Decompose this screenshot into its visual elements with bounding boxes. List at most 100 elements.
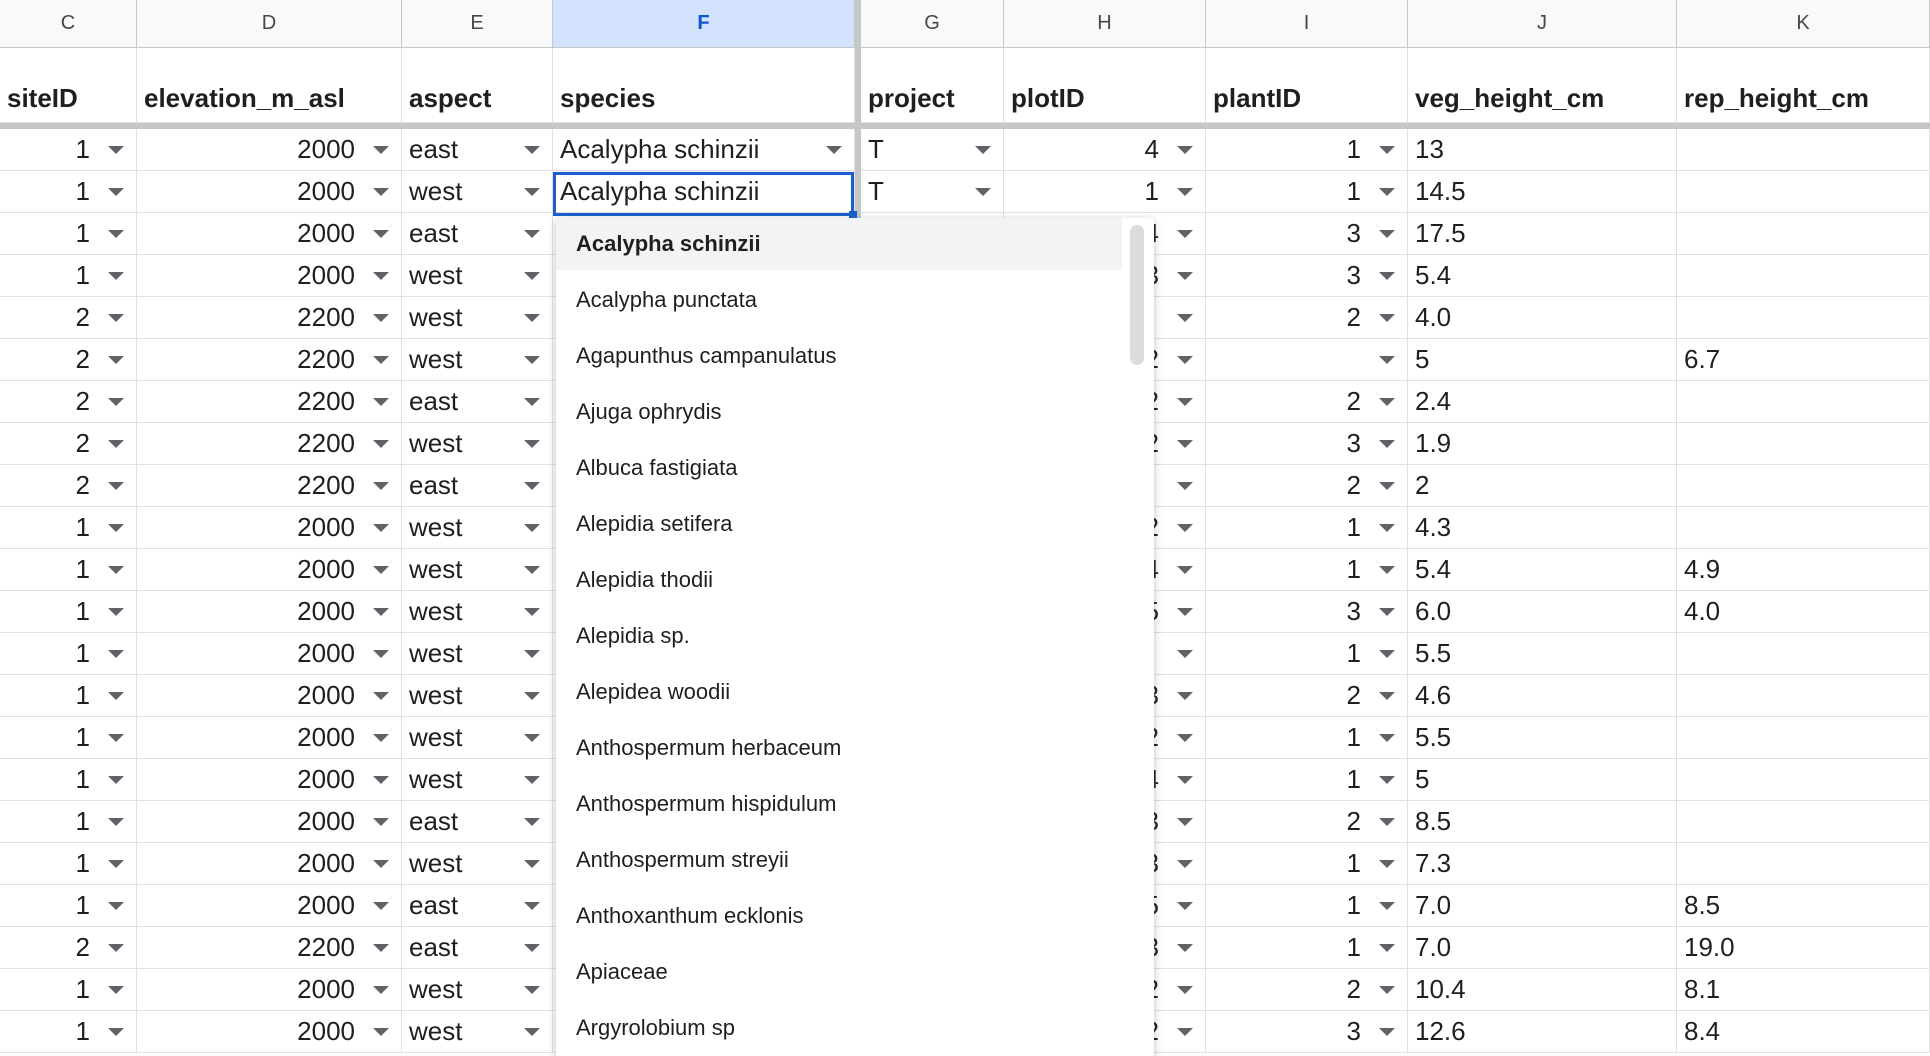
table-cell[interactable]: east [402, 465, 553, 507]
chevron-down-icon[interactable] [1379, 314, 1395, 322]
dropdown-option[interactable]: Alepidia sp. [576, 623, 690, 648]
table-cell[interactable]: 2 [0, 381, 137, 423]
chevron-down-icon[interactable] [524, 776, 540, 784]
table-cell[interactable] [1677, 759, 1930, 801]
header-cell-elevation-m-asl[interactable]: elevation_m_asl [137, 48, 402, 123]
chevron-down-icon[interactable] [1379, 776, 1395, 784]
chevron-down-icon[interactable] [1379, 272, 1395, 280]
table-cell[interactable]: 5.4 [1408, 549, 1677, 591]
table-cell[interactable]: west [402, 1011, 553, 1053]
header-cell-aspect[interactable]: aspect [402, 48, 553, 123]
table-cell[interactable]: 2 [0, 339, 137, 381]
chevron-down-icon[interactable] [373, 692, 389, 700]
table-cell[interactable]: 2000 [137, 717, 402, 759]
table-cell[interactable]: west [402, 759, 553, 801]
chevron-down-icon[interactable] [108, 692, 124, 700]
table-cell[interactable]: 8.4 [1677, 1011, 1930, 1053]
chevron-down-icon[interactable] [975, 188, 991, 196]
chevron-down-icon[interactable] [373, 986, 389, 994]
table-cell[interactable]: west [402, 843, 553, 885]
header-cell-plotID[interactable]: plotID [1004, 48, 1206, 123]
chevron-down-icon[interactable] [108, 1028, 124, 1036]
table-cell[interactable]: 1 [1206, 717, 1408, 759]
chevron-down-icon[interactable] [1177, 272, 1193, 280]
chevron-down-icon[interactable] [1177, 902, 1193, 910]
table-cell[interactable]: 1 [1206, 759, 1408, 801]
dropdown-option[interactable]: Acalypha punctata [576, 287, 758, 312]
header-cell-veg-height-cm[interactable]: veg_height_cm [1408, 48, 1677, 123]
table-cell[interactable]: 4 [1004, 129, 1206, 171]
table-cell[interactable]: 2 [1206, 801, 1408, 843]
chevron-down-icon[interactable] [373, 524, 389, 532]
dropdown-scrollbar[interactable] [1130, 225, 1144, 365]
chevron-down-icon[interactable] [1379, 482, 1395, 490]
chevron-down-icon[interactable] [373, 734, 389, 742]
table-cell[interactable]: west [402, 633, 553, 675]
chevron-down-icon[interactable] [108, 398, 124, 406]
chevron-down-icon[interactable] [108, 986, 124, 994]
chevron-down-icon[interactable] [108, 230, 124, 238]
chevron-down-icon[interactable] [108, 314, 124, 322]
chevron-down-icon[interactable] [1177, 398, 1193, 406]
table-cell[interactable]: 1 [0, 255, 137, 297]
chevron-down-icon[interactable] [373, 818, 389, 826]
table-cell[interactable]: 1 [0, 885, 137, 927]
chevron-down-icon[interactable] [1379, 440, 1395, 448]
chevron-down-icon[interactable] [524, 398, 540, 406]
table-cell[interactable]: 2 [0, 465, 137, 507]
table-cell[interactable]: 12.6 [1408, 1011, 1677, 1053]
table-cell[interactable]: 2200 [137, 339, 402, 381]
chevron-down-icon[interactable] [524, 734, 540, 742]
chevron-down-icon[interactable] [108, 650, 124, 658]
chevron-down-icon[interactable] [1177, 524, 1193, 532]
table-cell[interactable]: 13 [1408, 129, 1677, 171]
chevron-down-icon[interactable] [108, 860, 124, 868]
dropdown-option[interactable]: Acalypha schinzii [556, 218, 1122, 270]
chevron-down-icon[interactable] [108, 188, 124, 196]
chevron-down-icon[interactable] [1379, 608, 1395, 616]
chevron-down-icon[interactable] [975, 146, 991, 154]
table-cell[interactable]: 2200 [137, 423, 402, 465]
chevron-down-icon[interactable] [524, 314, 540, 322]
table-cell[interactable]: west [402, 969, 553, 1011]
chevron-down-icon[interactable] [524, 650, 540, 658]
table-cell[interactable]: 2000 [137, 1011, 402, 1053]
dropdown-option[interactable]: Apiaceae [576, 959, 668, 984]
chevron-down-icon[interactable] [108, 524, 124, 532]
chevron-down-icon[interactable] [524, 146, 540, 154]
table-cell[interactable] [1677, 423, 1930, 465]
table-cell[interactable]: 2 [1206, 465, 1408, 507]
dropdown-option[interactable]: Anthoxanthum ecklonis [576, 903, 804, 928]
table-cell[interactable]: 7.3 [1408, 843, 1677, 885]
chevron-down-icon[interactable] [1379, 356, 1395, 364]
table-cell[interactable]: 3 [1206, 1011, 1408, 1053]
chevron-down-icon[interactable] [373, 776, 389, 784]
table-cell[interactable]: west [402, 339, 553, 381]
table-cell[interactable]: east [402, 213, 553, 255]
chevron-down-icon[interactable] [1379, 524, 1395, 532]
column-header-k[interactable]: K [1677, 0, 1930, 48]
table-cell[interactable]: 1 [0, 843, 137, 885]
dropdown-option[interactable]: Anthospermum herbaceum [576, 735, 842, 760]
chevron-down-icon[interactable] [108, 608, 124, 616]
table-cell[interactable]: west [402, 171, 553, 213]
table-cell[interactable]: 1 [1206, 129, 1408, 171]
table-cell[interactable]: west [402, 423, 553, 465]
dropdown-option[interactable]: Ajuga ophrydis [576, 399, 722, 424]
chevron-down-icon[interactable] [1177, 776, 1193, 784]
header-cell-rep-height-cm[interactable]: rep_height_cm [1677, 48, 1930, 123]
chevron-down-icon[interactable] [108, 272, 124, 280]
chevron-down-icon[interactable] [1379, 902, 1395, 910]
table-cell[interactable]: 6.0 [1408, 591, 1677, 633]
table-cell[interactable]: 4.6 [1408, 675, 1677, 717]
table-cell[interactable]: 7.0 [1408, 927, 1677, 969]
table-cell[interactable]: 1 [0, 969, 137, 1011]
table-cell[interactable]: 2000 [137, 213, 402, 255]
table-cell[interactable]: 1 [1206, 171, 1408, 213]
chevron-down-icon[interactable] [524, 692, 540, 700]
table-cell[interactable]: 1 [0, 213, 137, 255]
table-cell[interactable]: 14.5 [1408, 171, 1677, 213]
table-cell[interactable]: 2000 [137, 633, 402, 675]
table-cell[interactable]: 2000 [137, 885, 402, 927]
table-cell[interactable]: 10.4 [1408, 969, 1677, 1011]
